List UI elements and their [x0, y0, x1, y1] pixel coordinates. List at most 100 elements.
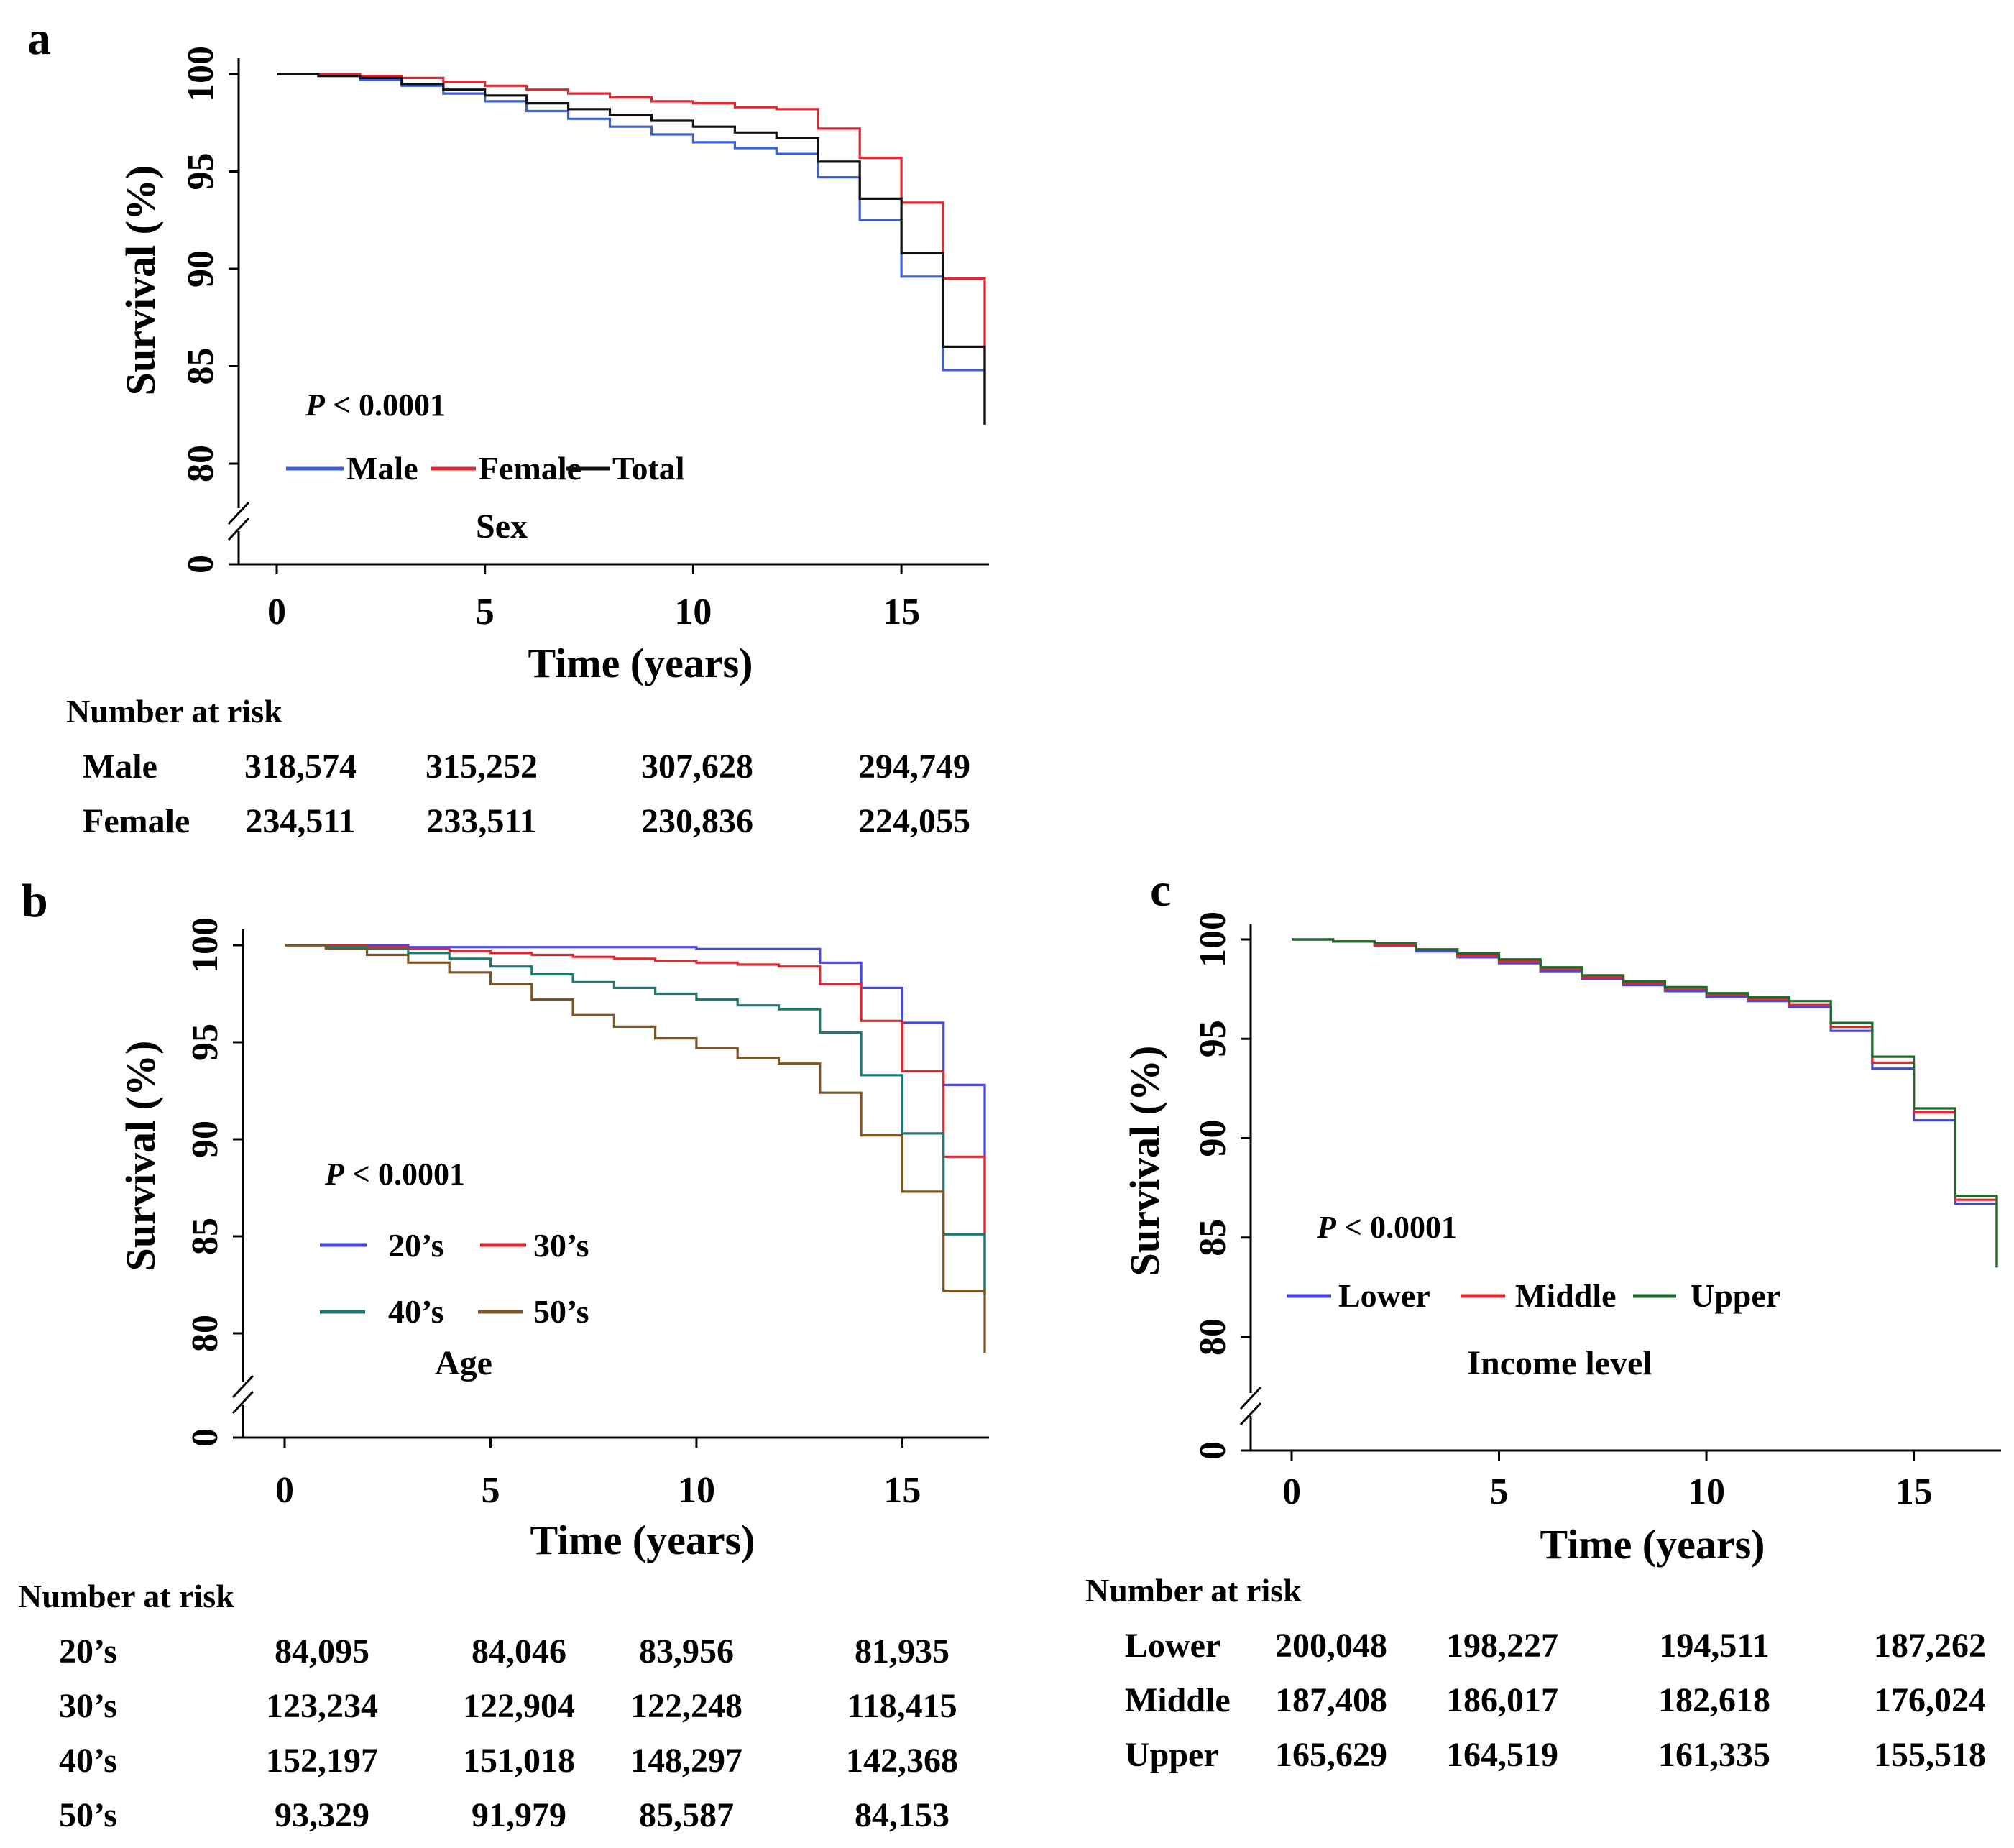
y-tick-label: 0: [185, 1428, 226, 1447]
legend-label: Middle: [1515, 1277, 1617, 1314]
y-tick-label: 100: [185, 917, 226, 973]
y-tick-label: 85: [1192, 1219, 1233, 1256]
risk-cell-value: 194,511: [1659, 1627, 1769, 1665]
risk-cell-value: 118,415: [847, 1687, 957, 1725]
series-line-a-1: [277, 73, 986, 425]
risk-row-label: 50’s: [59, 1796, 117, 1834]
y-tick-label: 90: [180, 250, 221, 288]
risk-cell-value: 234,511: [245, 802, 355, 840]
risk-cell-value: 123,234: [266, 1687, 378, 1725]
x-tick-label: 10: [1688, 1471, 1725, 1512]
risk-cell-value: 230,836: [641, 802, 753, 840]
risk-table-title: Number at risk: [1085, 1572, 1302, 1609]
risk-cell-value: 224,055: [858, 802, 970, 840]
series-line-a-0: [277, 73, 986, 425]
y-tick-label: 90: [1192, 1120, 1233, 1157]
risk-cell-value: 164,519: [1446, 1736, 1558, 1774]
series-line-b-3: [285, 944, 986, 1353]
y-tick-label: 0: [1192, 1441, 1233, 1460]
risk-cell-value: 83,956: [639, 1632, 734, 1670]
legend-label: Upper: [1691, 1277, 1780, 1314]
risk-cell-value: 142,368: [846, 1742, 958, 1780]
risk-table-title: Number at risk: [66, 693, 282, 730]
panel-letter: b: [22, 875, 48, 927]
series-line-c-2: [1292, 938, 1998, 1268]
risk-cell-value: 307,628: [641, 748, 753, 786]
p-value-text: < 0.0001: [344, 1157, 465, 1192]
x-axis-title: Time (years): [1540, 1521, 1765, 1568]
risk-cell-value: 165,629: [1275, 1736, 1387, 1774]
y-tick-label: 85: [180, 348, 221, 385]
risk-cell-value: 315,252: [426, 748, 538, 786]
risk-cell-value: 152,197: [266, 1742, 378, 1780]
x-tick-label: 5: [1490, 1471, 1509, 1512]
legend-label: 50’s: [533, 1293, 589, 1330]
y-tick-label: 95: [1192, 1020, 1233, 1057]
legend-label: Total: [612, 450, 685, 487]
group-title: Sex: [476, 507, 528, 546]
risk-cell-value: 148,297: [630, 1742, 742, 1780]
y-tick-label: 85: [185, 1218, 226, 1255]
legend-label: 20’s: [388, 1227, 444, 1264]
x-tick-label: 15: [883, 592, 920, 633]
p-value-text: < 0.0001: [325, 387, 446, 423]
legend-label: Female: [479, 450, 581, 487]
risk-row-label: 20’s: [59, 1632, 117, 1670]
p-value-label: P < 0.0001: [305, 387, 446, 423]
risk-row-label: Upper: [1125, 1736, 1219, 1774]
y-tick-label: 0: [180, 555, 221, 574]
axis-break-mark: [231, 1374, 254, 1399]
group-title: Income level: [1467, 1344, 1652, 1382]
risk-row-label: Lower: [1125, 1627, 1220, 1665]
risk-cell-value: 155,518: [1874, 1736, 1986, 1774]
x-tick-label: 10: [674, 592, 712, 633]
axis-break-mark: [1239, 1386, 1262, 1410]
x-tick-label: 15: [883, 1470, 921, 1511]
risk-row-label: 30’s: [59, 1687, 117, 1725]
risk-cell-value: 122,248: [630, 1687, 742, 1725]
y-axis-title: Survival (%): [117, 1041, 164, 1272]
series-line-b-2: [285, 944, 986, 1295]
axis-break-mark: [227, 517, 250, 541]
panel-c: c 0 80 85 90 95 100 0 5 10 15 Time (years) Survival …: [1085, 864, 2001, 1774]
y-axis-title: Survival (%): [1121, 1046, 1168, 1277]
risk-row-label: Middle: [1125, 1681, 1231, 1719]
group-title: Age: [435, 1344, 492, 1382]
y-axis-title: Survival (%): [117, 165, 164, 396]
risk-cell-value: 161,335: [1658, 1736, 1770, 1774]
risk-cell-value: 198,227: [1446, 1627, 1558, 1665]
p-value-symbol: P: [305, 387, 326, 423]
x-tick-label: 0: [275, 1470, 294, 1511]
y-tick-label: 100: [1192, 911, 1233, 967]
risk-cell-value: 182,618: [1658, 1681, 1770, 1719]
risk-cell-value: 151,018: [463, 1742, 575, 1780]
risk-cell-value: 187,262: [1874, 1627, 1986, 1665]
risk-cell-value: 200,048: [1275, 1627, 1387, 1665]
x-tick-label: 10: [678, 1470, 715, 1511]
risk-cell-value: 85,587: [639, 1796, 734, 1834]
x-axis-title: Time (years): [528, 640, 753, 686]
y-tick-label: 80: [180, 445, 221, 482]
panel-letter: c: [1150, 864, 1171, 916]
y-tick-label: 95: [185, 1024, 226, 1061]
risk-row-label: 40’s: [59, 1742, 117, 1780]
series-line-a-2: [277, 73, 986, 425]
x-axis-title: Time (years): [530, 1517, 755, 1563]
legend-label: 40’s: [388, 1293, 444, 1330]
panel-letter: a: [27, 12, 51, 65]
risk-cell-value: 318,574: [244, 748, 357, 786]
x-tick-label: 0: [267, 592, 286, 633]
axis-break-mark: [231, 1390, 254, 1415]
risk-cell-value: 93,329: [275, 1796, 369, 1834]
y-tick-label: 90: [185, 1121, 226, 1158]
x-tick-label: 15: [1895, 1471, 1933, 1512]
risk-cell-value: 91,979: [472, 1796, 566, 1834]
risk-cell-value: 122,904: [463, 1687, 575, 1725]
y-tick-label: 95: [180, 153, 221, 190]
x-tick-label: 0: [1282, 1471, 1301, 1512]
y-tick-label: 80: [1192, 1318, 1233, 1356]
risk-cell-value: 84,046: [472, 1632, 566, 1670]
risk-cell-value: 81,935: [855, 1632, 949, 1670]
risk-cell-value: 176,024: [1874, 1681, 1986, 1719]
